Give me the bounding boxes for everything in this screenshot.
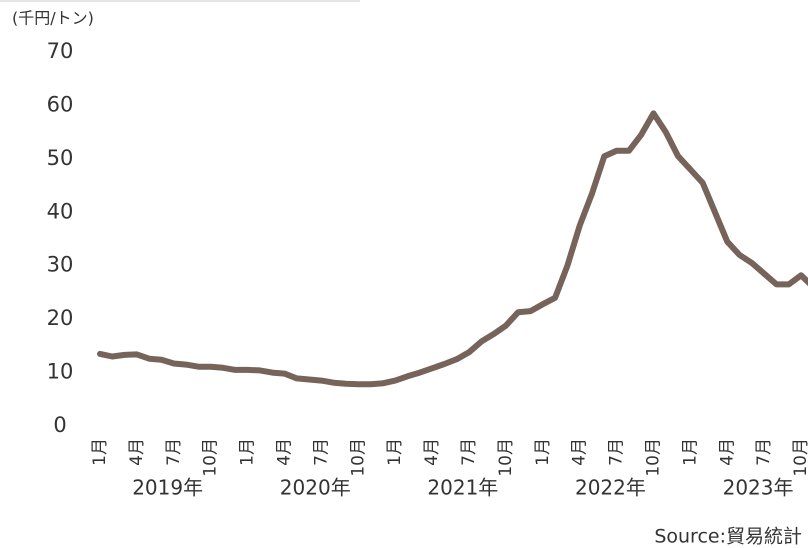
year-label: 2020年 [280,476,351,500]
x-tick-label: 10月 [348,438,368,477]
x-tick-label: 4月 [422,438,442,466]
year-label: 2019年 [132,476,203,500]
x-tick-label: 7月 [607,438,627,466]
y-tick-label: 10 [47,360,74,384]
y-tick-label: 20 [47,306,74,330]
x-tick-label: 7月 [311,438,331,466]
x-tick-label: 1月 [385,438,405,466]
x-tick-label: 10月 [644,438,664,477]
x-tick-label: 4月 [275,438,295,466]
unit-label: (千円/トン) [12,9,94,28]
x-tick-label: 10月 [201,438,221,477]
x-tick-label: 1月 [90,438,110,466]
x-tick-label: 1月 [680,438,700,466]
x-tick-label: 7月 [754,438,774,466]
y-tick-label: 40 [47,199,74,223]
x-tick-label: 4月 [717,438,737,466]
line-series [97,110,808,388]
x-tick-label: 4月 [127,438,147,466]
y-tick-label: 70 [47,39,74,63]
y-tick-label: 30 [47,253,74,277]
x-tick-label: 10月 [496,438,516,477]
x-tick-label: 1月 [533,438,553,466]
x-tick-label: 1月 [238,438,258,466]
y-tick-label: 50 [47,146,74,170]
source: Source:貿易統計 [654,526,802,548]
year-label: 2021年 [427,476,498,500]
year-label: 2022年 [575,476,646,500]
x-tick-label: 7月 [164,438,184,466]
year-label: 2023年 [723,476,794,500]
x-tick-label: 10月 [791,438,808,477]
y-tick-label: 0 [53,413,66,437]
y-tick-label: 60 [47,92,74,116]
x-tick-label: 7月 [459,438,479,466]
x-tick-label: 4月 [570,438,590,466]
